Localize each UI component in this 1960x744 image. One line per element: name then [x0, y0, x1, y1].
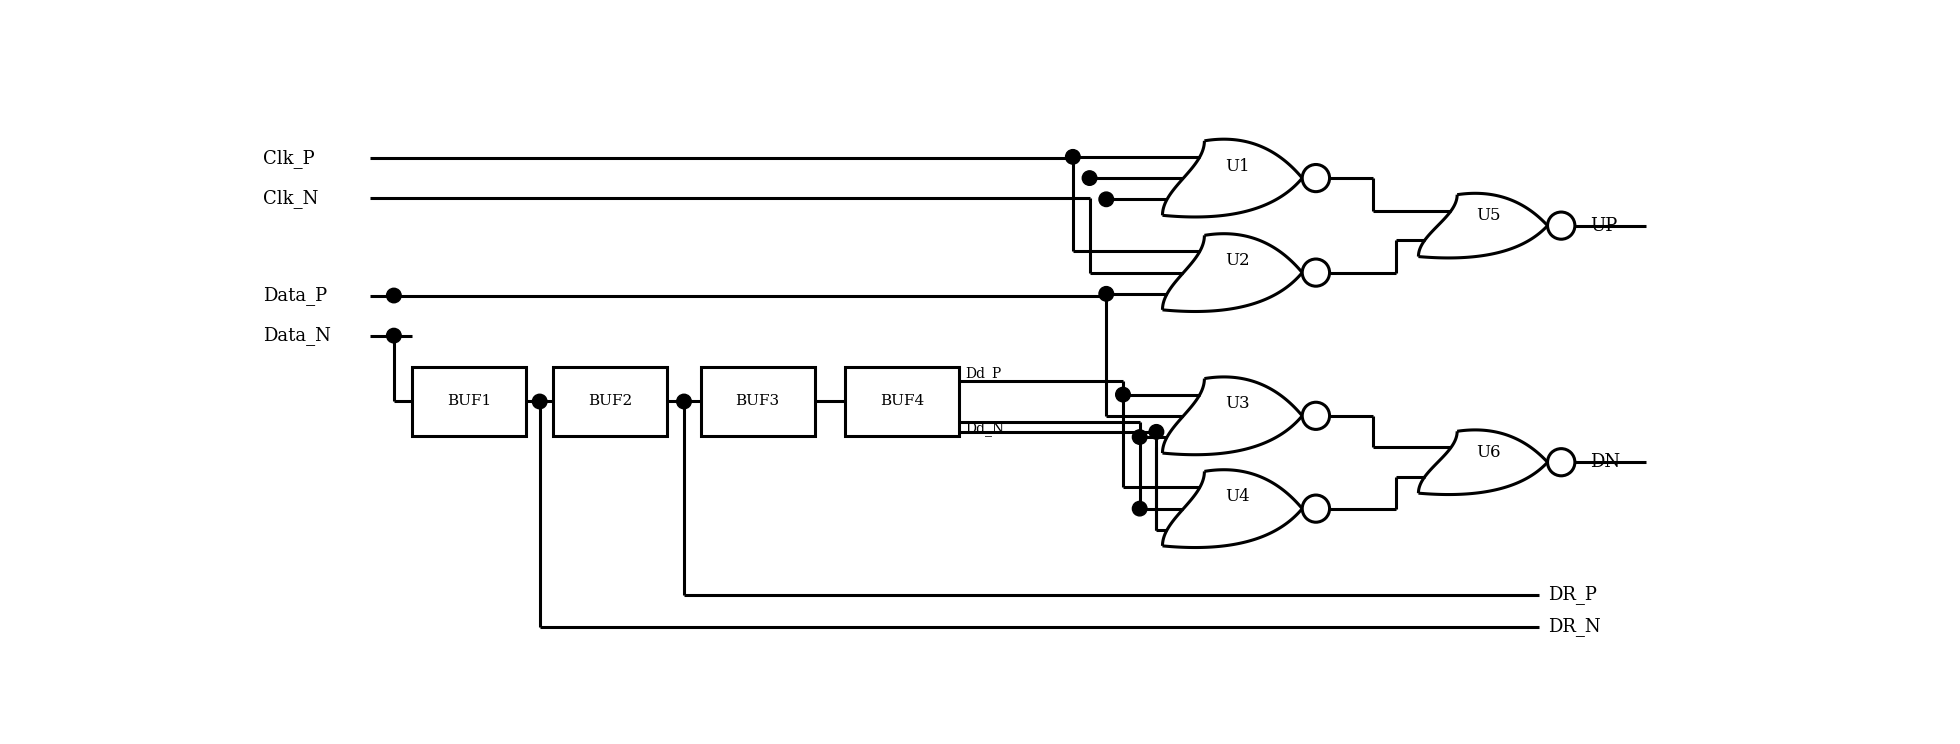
FancyBboxPatch shape: [553, 367, 666, 436]
Ellipse shape: [1115, 388, 1131, 402]
Ellipse shape: [1066, 150, 1080, 164]
Ellipse shape: [1301, 259, 1329, 286]
Text: Dd_N: Dd_N: [964, 422, 1004, 437]
Text: U4: U4: [1225, 488, 1250, 505]
Ellipse shape: [1082, 171, 1098, 185]
Text: BUF3: BUF3: [735, 394, 780, 408]
FancyBboxPatch shape: [412, 367, 525, 436]
Ellipse shape: [1149, 425, 1164, 439]
Text: BUF2: BUF2: [588, 394, 633, 408]
Text: Data_N: Data_N: [263, 326, 331, 345]
Ellipse shape: [1301, 164, 1329, 192]
Ellipse shape: [386, 328, 402, 343]
FancyBboxPatch shape: [702, 367, 815, 436]
Text: DR_N: DR_N: [1548, 618, 1601, 636]
FancyBboxPatch shape: [845, 367, 958, 436]
Text: Clk_P: Clk_P: [263, 149, 316, 167]
Text: DN: DN: [1590, 453, 1621, 471]
Text: U6: U6: [1476, 444, 1501, 461]
Text: BUF4: BUF4: [880, 394, 923, 408]
Ellipse shape: [1548, 212, 1576, 240]
Ellipse shape: [1548, 449, 1576, 476]
Text: U1: U1: [1225, 158, 1250, 175]
Ellipse shape: [386, 288, 402, 303]
Text: Data_P: Data_P: [263, 286, 327, 305]
Text: Clk_N: Clk_N: [263, 189, 319, 208]
Ellipse shape: [1301, 403, 1329, 429]
Ellipse shape: [676, 394, 692, 408]
Text: U5: U5: [1476, 208, 1501, 224]
Ellipse shape: [1301, 495, 1329, 522]
Ellipse shape: [533, 394, 547, 408]
Ellipse shape: [1133, 501, 1147, 516]
Text: BUF1: BUF1: [447, 394, 492, 408]
Text: UP: UP: [1590, 217, 1617, 234]
Ellipse shape: [1133, 430, 1147, 444]
Text: DR_P: DR_P: [1548, 585, 1597, 604]
Ellipse shape: [1100, 286, 1113, 301]
Text: Dd_P: Dd_P: [964, 367, 1002, 382]
Ellipse shape: [1100, 192, 1113, 207]
Text: U3: U3: [1225, 395, 1250, 412]
Text: U2: U2: [1225, 252, 1250, 269]
